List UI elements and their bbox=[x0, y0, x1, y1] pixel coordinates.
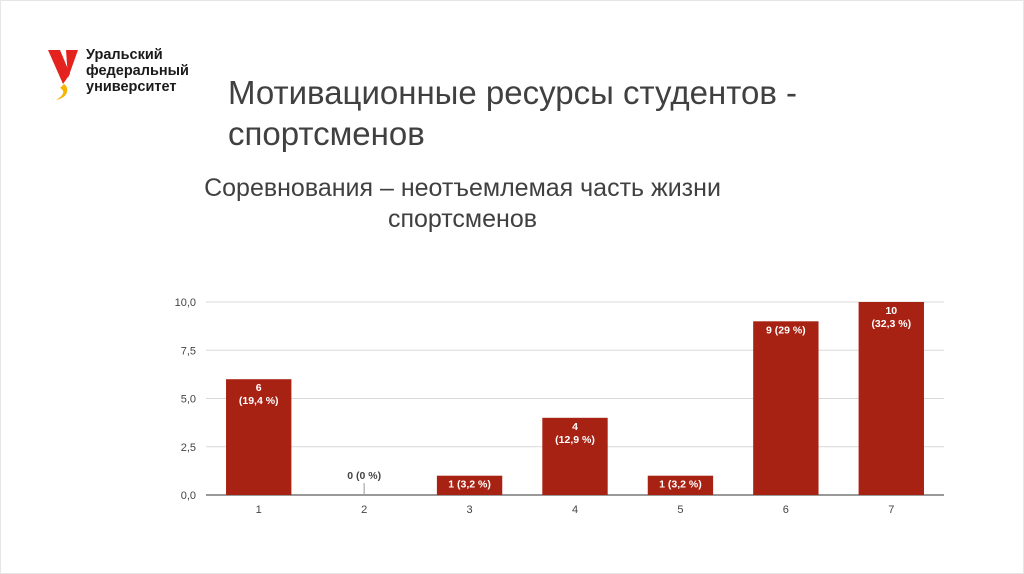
bar bbox=[226, 379, 292, 495]
logo-text: Уральский федеральный университет bbox=[86, 47, 189, 95]
x-tick-label: 1 bbox=[256, 504, 262, 516]
x-tick-label: 5 bbox=[677, 504, 683, 516]
bar bbox=[858, 302, 924, 495]
x-tick-label: 7 bbox=[888, 504, 894, 516]
bar bbox=[647, 475, 714, 495]
x-tick-label: 6 bbox=[783, 504, 789, 516]
data-label: (12,9 %) bbox=[555, 434, 595, 446]
bar bbox=[542, 417, 608, 495]
data-label: 9 (29 %) bbox=[766, 324, 806, 336]
data-label: 4 bbox=[572, 421, 578, 433]
y-tick-label: 0,0 bbox=[181, 490, 196, 502]
y-tick-label: 7,5 bbox=[181, 345, 196, 357]
data-label: 0 (0 %) bbox=[347, 470, 381, 482]
data-label: 1 (3,2 %) bbox=[448, 479, 491, 491]
bar bbox=[436, 475, 503, 495]
data-label: 6 bbox=[256, 382, 262, 394]
slide-subtitle-line: Соревнования – неотъемлемая часть жизни bbox=[204, 174, 721, 202]
slide-subtitle-line: спортсменов bbox=[387, 205, 538, 233]
logo-line: университет bbox=[86, 79, 177, 95]
slide-title: Мотивационные ресурсы студентов - спортс… bbox=[228, 72, 948, 154]
slide-title-line: Мотивационные ресурсы студентов - bbox=[228, 74, 798, 111]
data-label: (32,3 %) bbox=[871, 318, 911, 330]
y-tick-label: 5,0 bbox=[181, 394, 196, 406]
logo-line: Уральский bbox=[86, 47, 163, 63]
x-tick-label: 4 bbox=[572, 504, 578, 516]
bar bbox=[753, 321, 819, 495]
data-label: (19,4 %) bbox=[239, 395, 279, 407]
x-tick-label: 2 bbox=[361, 504, 367, 516]
data-label: 1 (3,2 %) bbox=[659, 479, 702, 491]
y-tick-label: 2,5 bbox=[181, 442, 196, 454]
university-logo: Уральский федеральный университет bbox=[46, 44, 216, 104]
slide-title-line: спортсменов bbox=[228, 115, 425, 152]
logo-line: федеральный bbox=[86, 63, 189, 79]
slide-subtitle: Соревнования – неотъемлемая часть жизни … bbox=[200, 173, 725, 235]
x-tick-label: 3 bbox=[467, 504, 473, 516]
bar-chart: 0,02,55,07,510,016(19,4 %)20 (0 %)31 (3,… bbox=[175, 297, 944, 516]
y-tick-label: 10,0 bbox=[175, 297, 196, 309]
data-label: 10 bbox=[885, 305, 897, 317]
logo-mark-icon bbox=[48, 50, 78, 100]
